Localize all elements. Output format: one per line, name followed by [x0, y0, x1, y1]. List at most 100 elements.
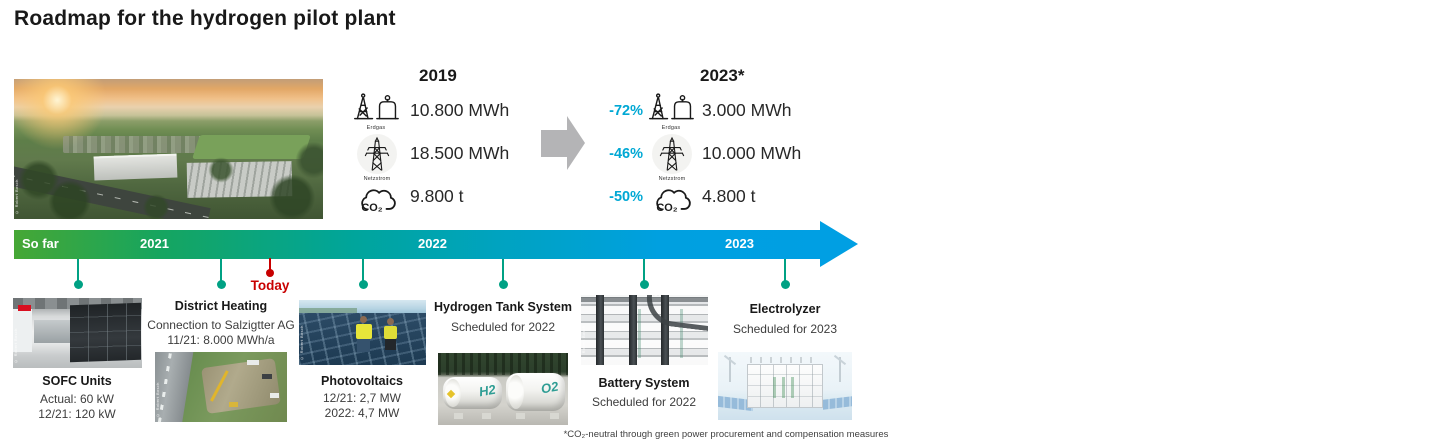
truck — [269, 392, 279, 398]
grid-electricity-label: Netzstrom — [658, 176, 686, 182]
rack-post — [596, 295, 605, 365]
tank-endcap — [507, 375, 524, 410]
sofc-wall — [13, 308, 33, 352]
wind-turbine — [838, 357, 841, 382]
natural-gas-icon — [648, 92, 694, 129]
milestone-title: Battery System — [598, 376, 690, 390]
truck — [247, 360, 260, 366]
milestone-line: Connection to Salzigtter AG — [147, 318, 295, 332]
today-marker-dot — [266, 269, 274, 277]
worker-vest — [355, 323, 372, 339]
year-after-heading: 2023* — [700, 66, 745, 85]
milestone-line: Scheduled for 2022 — [450, 320, 556, 334]
co2-cloud-icon: CO₂ — [355, 182, 397, 219]
transition-arrow — [541, 116, 585, 177]
co2-icon-text: CO₂ — [656, 202, 677, 214]
page-title: Roadmap for the hydrogen pilot plant — [14, 7, 396, 30]
tank-leg — [516, 412, 525, 419]
forest-background — [438, 353, 568, 375]
timeline-label-so-far: So far — [22, 236, 59, 251]
today-marker-line — [269, 258, 271, 271]
worker-figure — [355, 315, 373, 352]
grid-electricity-icon — [357, 134, 397, 174]
co2-after-value: 4.800 t — [702, 186, 756, 206]
tank-leg — [482, 412, 492, 419]
pv-treeline — [299, 308, 358, 313]
timeline-label-2023: 2023 — [725, 236, 754, 251]
worker-vest — [383, 326, 397, 340]
sofc-ceiling — [13, 298, 142, 309]
milestone-line: 2022: 4,7 MW — [324, 406, 400, 420]
tank-leg — [453, 412, 463, 419]
grid-before-value: 18.500 MWh — [410, 143, 510, 163]
o2-tank: O2 — [505, 373, 566, 412]
grid-electricity-label: Netzstrom — [363, 176, 391, 182]
worker-figure — [383, 318, 398, 351]
sofc-units-photo: © Robert Bosch — [13, 298, 142, 368]
hydrogen-tank-photo: H2 O2 — [438, 353, 568, 425]
milestone-title: SOFC Units — [42, 374, 112, 388]
tank-marking: O2 — [540, 378, 560, 397]
tank-leg — [549, 412, 559, 419]
timeline-arrow-band — [14, 230, 820, 259]
milestone-connector — [362, 259, 364, 281]
photovoltaics-photo: © Robert Bosch — [299, 300, 426, 365]
milestone-connector-dot — [358, 280, 368, 289]
timeline-arrowhead — [820, 221, 858, 267]
footnote: *CO₂-neutral through green power procure… — [563, 429, 889, 440]
milestone-photovoltaics: Photovoltaics 12/21: 2,7 MW 2022: 4,7 MW — [287, 374, 437, 421]
co2-delta-badge: -50% — [609, 189, 643, 205]
photo-credit: © Robert Bosch — [299, 325, 305, 360]
timeline-label-2021: 2021 — [140, 236, 169, 251]
timeline-label-2022: 2022 — [418, 236, 447, 251]
milestone-connector — [220, 259, 222, 281]
worker-legs — [384, 339, 396, 351]
milestone-title: Hydrogen Tank System — [433, 300, 572, 314]
milestone-connector-dot — [780, 280, 790, 289]
milestone-sofc: SOFC Units Actual: 60 kW 12/21: 120 kW — [2, 374, 152, 422]
photo-credit: © Robert Bosch — [581, 325, 587, 360]
milestone-connector — [77, 259, 79, 281]
milestone-connector-dot — [73, 280, 83, 289]
grid-after-value: 10.000 MWh — [702, 143, 802, 163]
milestone-connector — [502, 259, 504, 281]
milestone-line: Scheduled for 2022 — [591, 395, 697, 409]
natural-gas-label: Erdgas — [366, 125, 386, 131]
milestone-title: Photovoltaics — [321, 374, 403, 388]
co2-before-value: 9.800 t — [410, 186, 464, 206]
photo-credit: © Robert Bosch — [14, 179, 20, 214]
natural-gas-label: Erdgas — [661, 125, 681, 131]
milestone-line: 12/21: 120 kW — [38, 407, 116, 421]
district-construction-site — [200, 358, 281, 415]
milestone-title: District Heating — [174, 299, 268, 313]
milestone-connector — [643, 259, 645, 281]
photo-credit: © Robert Bosch — [13, 328, 19, 363]
truck — [261, 374, 272, 380]
wind-turbine — [728, 357, 731, 382]
worker-head — [360, 315, 368, 323]
electrolyzer-photo — [718, 352, 852, 420]
milestone-connector-dot — [498, 280, 508, 289]
milestone-electrolyzer: Electrolyzer Scheduled for 2023 — [705, 302, 865, 337]
photo-credit: © Robert Bosch — [155, 382, 161, 417]
today-label: Today — [250, 278, 290, 293]
year-before-heading: 2019 — [419, 66, 457, 85]
milestone-connector-dot — [639, 280, 649, 289]
rack-post — [661, 295, 669, 365]
milestone-title: Electrolyzer — [749, 302, 821, 316]
district-heating-photo: © Robert Bosch — [155, 352, 287, 422]
milestone-district-heating: District Heating Connection to Salzigtte… — [136, 299, 306, 348]
truck — [228, 402, 238, 408]
milestone-line: Actual: 60 kW — [39, 392, 115, 406]
gas-after-value: 3.000 MWh — [702, 100, 792, 120]
co2-icon-text: CO₂ — [361, 202, 382, 214]
battery-beam — [581, 297, 708, 302]
milestone-line: Scheduled for 2023 — [732, 322, 838, 336]
milestone-line: 11/21: 8.000 MWh/a — [167, 333, 275, 347]
electrolyzer-container — [747, 363, 823, 409]
plant-aerial-photo: © Robert Bosch — [14, 79, 323, 219]
h2-tank: H2 — [443, 376, 502, 410]
grid-delta-badge: -46% — [609, 146, 643, 162]
natural-gas-icon — [353, 92, 399, 129]
